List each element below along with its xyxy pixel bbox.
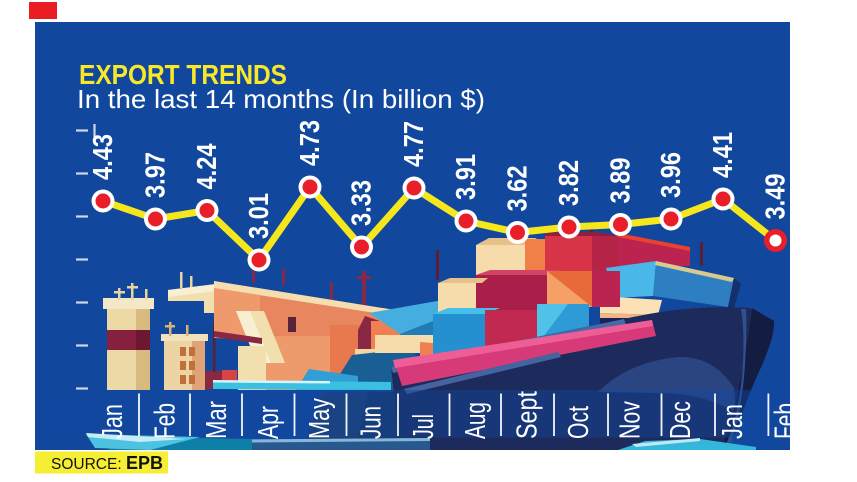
svg-text:3.62: 3.62 — [502, 166, 533, 212]
svg-text:3.82: 3.82 — [553, 160, 584, 206]
svg-text:Mar: Mar — [201, 401, 233, 439]
svg-text:Feb: Feb — [770, 403, 802, 439]
svg-text:Jul: Jul — [408, 414, 440, 439]
svg-text:4.24: 4.24 — [191, 143, 222, 190]
svg-text:Dec: Dec — [665, 401, 697, 439]
svg-text:Feb: Feb — [150, 403, 182, 439]
svg-text:May: May — [304, 398, 336, 439]
svg-text:3.01: 3.01 — [243, 193, 274, 239]
svg-text:4.77: 4.77 — [398, 121, 429, 167]
svg-text:Jun: Jun — [356, 406, 388, 439]
svg-text:4.43: 4.43 — [87, 134, 118, 180]
svg-text:4.41: 4.41 — [707, 132, 738, 178]
svg-text:Jan: Jan — [717, 404, 749, 439]
svg-text:Apr: Apr — [253, 406, 285, 439]
svg-text:Oct: Oct — [563, 406, 595, 439]
svg-text:3.33: 3.33 — [346, 180, 377, 226]
svg-text:3.91: 3.91 — [450, 154, 481, 200]
svg-text:Sept: Sept — [512, 391, 544, 439]
svg-text:SOURCE: EPB: SOURCE: EPB — [51, 453, 163, 473]
svg-text:Nov: Nov — [615, 401, 647, 439]
svg-text:In the last 14 months (In bill: In the last 14 months (In billion $) — [77, 84, 485, 114]
svg-text:3.96: 3.96 — [655, 152, 686, 198]
svg-text:3.89: 3.89 — [605, 158, 636, 204]
svg-text:3.49: 3.49 — [760, 174, 791, 220]
svg-text:3.97: 3.97 — [140, 152, 171, 198]
svg-text:4.73: 4.73 — [294, 120, 325, 166]
svg-text:Aug: Aug — [460, 402, 492, 439]
svg-text:EXPORT TRENDS: EXPORT TRENDS — [79, 59, 287, 90]
svg-text:Jan: Jan — [97, 404, 129, 439]
